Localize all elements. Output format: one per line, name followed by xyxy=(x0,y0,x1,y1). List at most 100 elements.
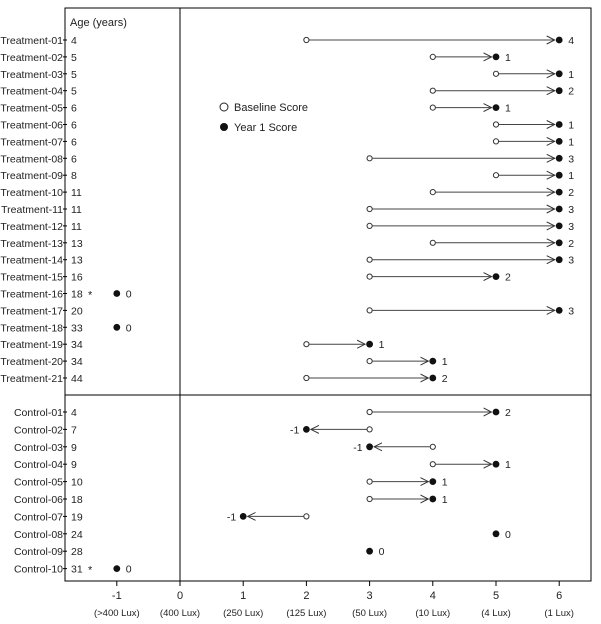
change-label: 3 xyxy=(568,305,574,317)
subject-row: Treatment-20 34 1 xyxy=(0,356,447,368)
subject-row: Control-02 7 -1 xyxy=(14,424,373,436)
x-tick-label: 1 xyxy=(240,590,246,602)
change-label: -1 xyxy=(227,511,236,523)
baseline-point xyxy=(492,172,500,179)
age-value: 5 xyxy=(71,86,77,98)
subject-row: Treatment-18 33 0 xyxy=(0,322,131,334)
baseline-point xyxy=(366,205,373,213)
change-label: 1 xyxy=(505,103,511,115)
age-value: 6 xyxy=(71,120,77,132)
age-value: 18 xyxy=(71,494,83,506)
x-tick-label: 3 xyxy=(367,590,373,602)
year1-point xyxy=(303,426,310,433)
subject-label: Treatment-20 xyxy=(0,356,63,368)
year1-point xyxy=(555,239,563,247)
age-value: 6 xyxy=(71,153,77,165)
subject-row: Treatment-09 8 1 xyxy=(0,170,574,182)
change-label: 0 xyxy=(126,564,132,576)
age-value: 34 xyxy=(71,339,83,351)
legend: Baseline Score Year 1 Score xyxy=(219,102,308,134)
age-column-header: Age (years) xyxy=(70,17,127,29)
plot-frame xyxy=(64,7,592,582)
baseline-point xyxy=(429,239,436,246)
subject-label: Control-05 xyxy=(14,477,63,489)
year1-point xyxy=(492,53,500,61)
subject-row: Treatment-06 6 1 xyxy=(0,120,574,132)
change-label: -1 xyxy=(353,442,362,454)
age-value: 34 xyxy=(71,356,83,368)
year1-point xyxy=(555,188,563,196)
change-label: 1 xyxy=(442,356,448,368)
year1-point xyxy=(555,121,563,128)
change-label: 2 xyxy=(568,86,574,98)
change-label: 1 xyxy=(568,69,574,81)
age-value: 5 xyxy=(71,69,77,81)
change-label: 3 xyxy=(568,204,574,216)
asterisk-mark: * xyxy=(88,565,93,577)
subject-label: Treatment-17 xyxy=(0,305,63,317)
subject-label: Control-06 xyxy=(14,494,63,506)
age-value: 5 xyxy=(71,52,77,64)
subject-row: Treatment-08 6 3 xyxy=(0,153,574,165)
subject-row: Control-07 19 -1 xyxy=(14,511,310,523)
change-label: 2 xyxy=(442,373,448,385)
age-value: 31 xyxy=(71,564,83,576)
subject-row: Control-06 18 1 xyxy=(14,494,448,506)
year1-point xyxy=(366,443,373,451)
change-label: 2 xyxy=(505,407,511,419)
change-label: 1 xyxy=(379,339,385,351)
change-label: 2 xyxy=(568,238,574,250)
legend-baseline-marker xyxy=(219,102,229,112)
baseline-point xyxy=(492,70,500,77)
year1-point xyxy=(113,323,121,331)
age-value: 13 xyxy=(71,238,83,250)
age-value: 13 xyxy=(71,255,83,267)
subject-row: Treatment-04 5 2 xyxy=(0,86,574,98)
age-value: 24 xyxy=(71,529,83,541)
x-tick-sublabel: (125 Lux) xyxy=(286,608,326,619)
age-value: 4 xyxy=(71,407,77,419)
baseline-point xyxy=(366,155,373,162)
baseline-point xyxy=(492,121,500,128)
year1-point xyxy=(429,495,437,503)
x-tick-label: 6 xyxy=(556,590,562,602)
x-tick-label: 2 xyxy=(303,590,309,602)
x-tick-sublabel: (250 Lux) xyxy=(223,608,263,619)
change-label: 3 xyxy=(568,255,574,267)
x-tick-sublabel: (10 Lux) xyxy=(415,608,450,619)
age-value: 19 xyxy=(71,511,83,523)
age-value: 6 xyxy=(71,103,77,115)
subject-label: Treatment-18 xyxy=(0,322,63,334)
subject-label: Treatment-03 xyxy=(0,69,63,81)
baseline-point xyxy=(429,443,436,450)
subject-label: Control-09 xyxy=(14,546,63,558)
subject-row: Treatment-13 13 2 xyxy=(0,238,574,250)
baseline-point xyxy=(429,189,436,196)
year1-point xyxy=(492,408,500,416)
subject-row: Control-10 31 * 0 xyxy=(14,564,132,577)
subject-row: Treatment-11 11 3 xyxy=(1,204,574,216)
baseline-point xyxy=(303,36,310,44)
year1-point xyxy=(366,340,373,348)
subject-row: Control-04 9 1 xyxy=(14,459,511,471)
legend-year1-label: Year 1 Score xyxy=(234,122,297,134)
x-tick-sublabel: (50 Lux) xyxy=(352,608,387,619)
baseline-point xyxy=(303,341,310,348)
year1-point xyxy=(555,138,563,145)
year1-point xyxy=(113,290,121,297)
age-value: 8 xyxy=(71,170,77,182)
x-tick-label: 0 xyxy=(177,590,183,602)
baseline-point xyxy=(303,374,310,382)
year1-point xyxy=(492,104,500,111)
change-label: 2 xyxy=(505,272,511,284)
subject-label: Control-10 xyxy=(14,564,63,576)
year1-point xyxy=(429,357,437,365)
asterisk-mark: * xyxy=(88,290,93,302)
subject-row: Treatment-17 20 3 xyxy=(0,305,574,317)
x-tick-sublabel: (>400 Lux) xyxy=(94,608,140,619)
subject-row: Control-05 10 1 xyxy=(14,477,448,489)
baseline-point xyxy=(366,495,373,503)
subject-label: Treatment-04 xyxy=(0,86,63,98)
baseline-point xyxy=(429,87,436,94)
